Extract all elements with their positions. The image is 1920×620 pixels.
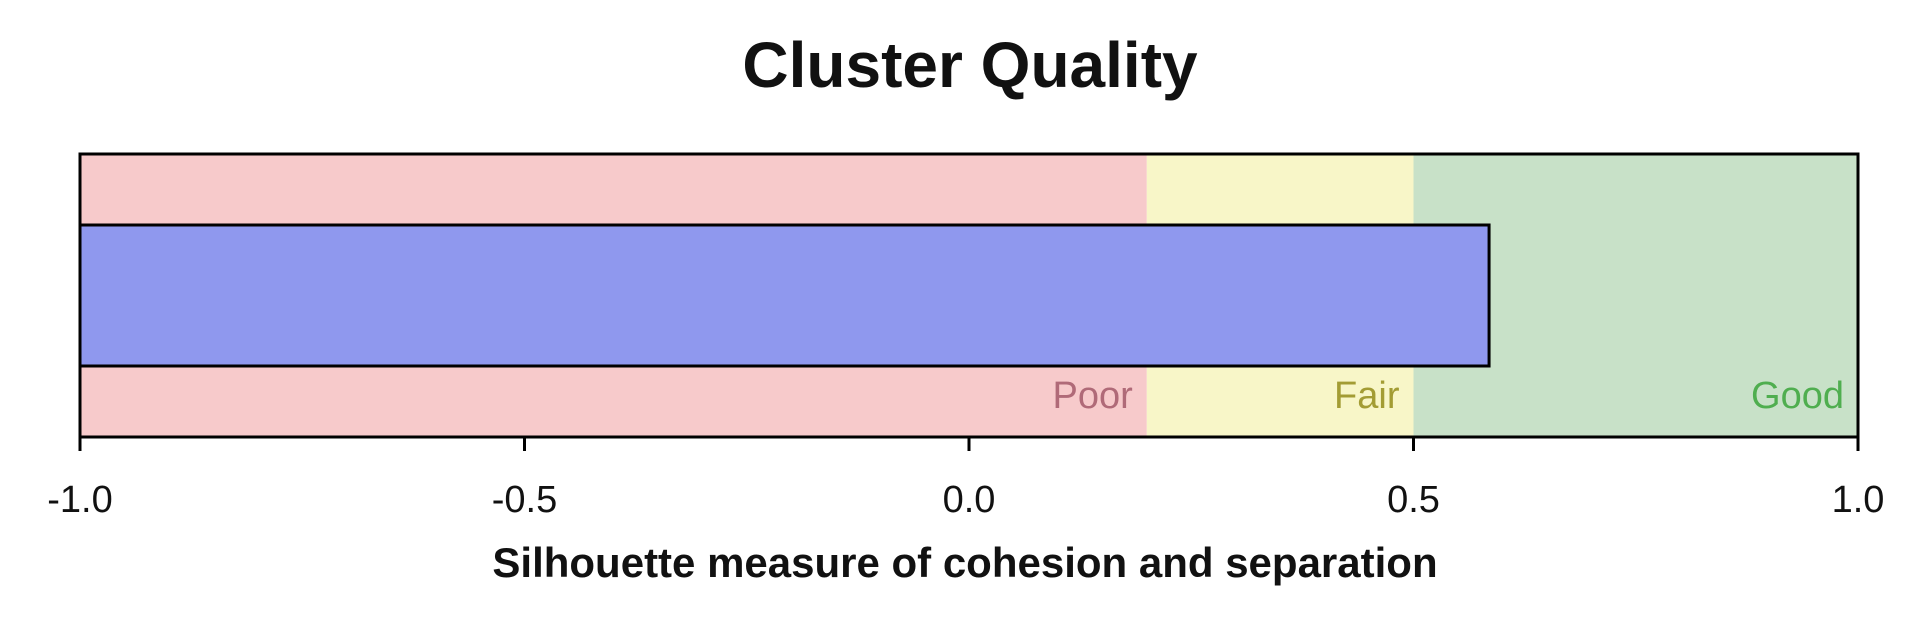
chart-title: Cluster Quality: [742, 29, 1198, 101]
bar: [78, 223, 1491, 368]
x-tick-label: 1.0: [1832, 479, 1885, 521]
x-tick-label: 0.0: [943, 479, 996, 521]
x-tick-label: -1.0: [47, 479, 112, 521]
band-label: Poor: [1053, 375, 1134, 417]
x-tick-label: -0.5: [492, 479, 557, 521]
band-label: Good: [1751, 375, 1844, 417]
x-axis-label: Silhouette measure of cohesion and separ…: [492, 539, 1437, 586]
x-tick-label: 0.5: [1387, 479, 1440, 521]
band-label: Fair: [1334, 375, 1400, 417]
